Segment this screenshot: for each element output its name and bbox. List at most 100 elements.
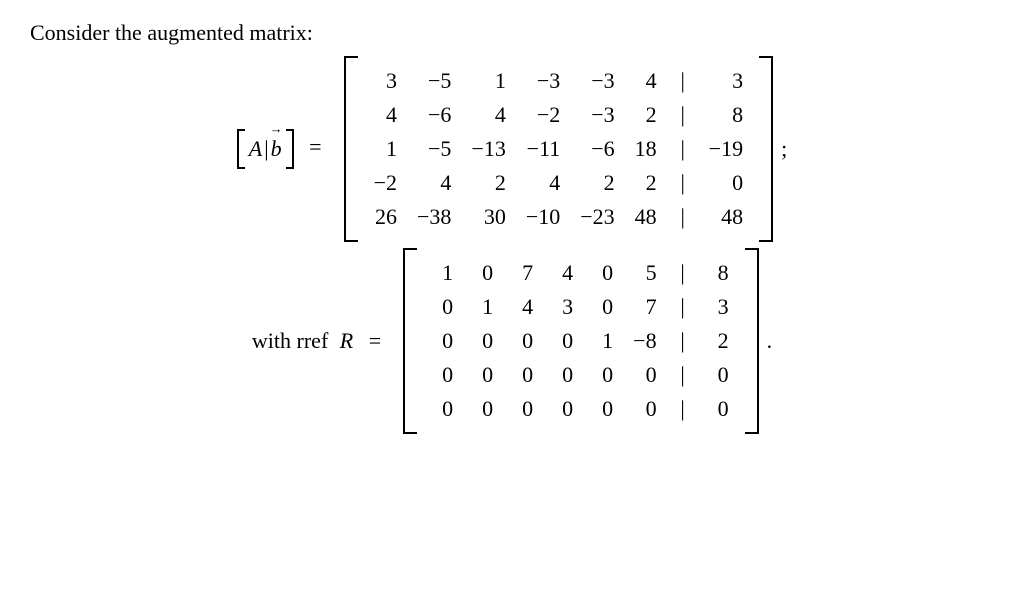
matrix-cell: −10	[516, 200, 570, 234]
matrix-row: 000000|0	[423, 358, 738, 392]
matrix-cell: 2	[625, 98, 667, 132]
matrix-cell: 0	[423, 358, 463, 392]
matrix-cell: 1	[583, 324, 623, 358]
label-b-vector: b	[271, 136, 282, 162]
lhs-rref: with rref R =	[252, 328, 391, 354]
matrix-cell: 7	[503, 256, 543, 290]
matrix-cell: 1	[364, 132, 407, 166]
matrix-cell: 0	[503, 392, 543, 426]
matrix-cell: 0	[699, 358, 739, 392]
matrix-cell: 0	[463, 256, 503, 290]
matrix-2: 107405|8014307|300001−8|2000000|0000000|…	[423, 256, 738, 426]
matrix-cell: 2	[625, 166, 667, 200]
matrix-bar-cell: |	[667, 392, 699, 426]
matrix-bar-cell: |	[667, 64, 699, 98]
matrix-1-bracket-left	[344, 56, 358, 242]
label-A: A	[249, 136, 262, 162]
matrix-cell: −13	[461, 132, 515, 166]
matrix-cell: 4	[503, 290, 543, 324]
matrix-cell: 0	[583, 358, 623, 392]
matrix-cell: 3	[699, 64, 753, 98]
matrix-bar-cell: |	[667, 290, 699, 324]
matrix-cell: 0	[463, 392, 503, 426]
matrix-cell: 0	[623, 358, 666, 392]
matrix-cell: −19	[699, 132, 753, 166]
matrix-cell: −3	[570, 64, 624, 98]
matrix-cell: 3	[364, 64, 407, 98]
matrix-cell: −2	[364, 166, 407, 200]
matrix-cell: −23	[570, 200, 624, 234]
matrix-bar-cell: |	[667, 256, 699, 290]
matrix-row: 3−51−3−34|3	[364, 64, 754, 98]
matrix-cell: 4	[364, 98, 407, 132]
matrix-cell: 0	[623, 392, 666, 426]
matrix-cell: 4	[625, 64, 667, 98]
matrix-row: 014307|3	[423, 290, 738, 324]
matrix-row: 4−64−2−32|8	[364, 98, 754, 132]
matrix-cell: −3	[570, 98, 624, 132]
matrix-cell: 8	[699, 98, 753, 132]
matrix-cell: 2	[570, 166, 624, 200]
matrix-cell: 0	[423, 392, 463, 426]
matrix-cell: 0	[503, 358, 543, 392]
matrix-cell: 4	[543, 256, 583, 290]
small-bracket-wrap: A | b	[237, 129, 294, 169]
matrix-bar-cell: |	[667, 166, 699, 200]
lhs-augmented: A | b =	[237, 129, 332, 169]
intro-text: Consider the augmented matrix:	[30, 20, 994, 46]
matrix-cell: 0	[423, 324, 463, 358]
matrix-bar-cell: |	[667, 324, 699, 358]
matrix-cell: 2	[699, 324, 739, 358]
matrix-bar-cell: |	[667, 132, 699, 166]
small-bracket-content: A | b	[245, 129, 286, 169]
matrix-cell: 0	[503, 324, 543, 358]
matrix-2-wrap: 107405|8014307|300001−8|2000000|0000000|…	[403, 248, 758, 434]
matrix-cell: 4	[461, 98, 515, 132]
matrix-cell: 0	[463, 324, 503, 358]
matrix-cell: −8	[623, 324, 666, 358]
matrix-cell: 0	[543, 392, 583, 426]
matrix-cell: 0	[583, 290, 623, 324]
matrix-cell: 3	[543, 290, 583, 324]
small-bracket-right	[286, 129, 294, 169]
matrix-cell: 30	[461, 200, 515, 234]
matrix-cell: 4	[407, 166, 461, 200]
matrix-bar-cell: |	[667, 200, 699, 234]
matrix-cell: 0	[463, 358, 503, 392]
matrix-row: 26−3830−10−2348|48	[364, 200, 754, 234]
matrix-cell: −11	[516, 132, 570, 166]
matrix-cell: 0	[543, 358, 583, 392]
matrix-cell: 2	[461, 166, 515, 200]
matrix-cell: 48	[699, 200, 753, 234]
matrix-cell: 1	[463, 290, 503, 324]
matrix-cell: −3	[516, 64, 570, 98]
matrix-cell: 0	[423, 290, 463, 324]
matrix-bar-cell: |	[667, 98, 699, 132]
small-bracket-left	[237, 129, 245, 169]
matrix-row: 00001−8|2	[423, 324, 738, 358]
matrix-1-wrap: 3−51−3−34|34−64−2−32|81−5−13−11−618|−19−…	[344, 56, 774, 242]
equation-row-2: with rref R = 107405|8014307|300001−8|20…	[30, 248, 994, 434]
matrix-1: 3−51−3−34|34−64−2−32|81−5−13−11−618|−19−…	[364, 64, 754, 234]
equals-2: =	[369, 328, 381, 353]
matrix-cell: 3	[699, 290, 739, 324]
matrix-cell: 18	[625, 132, 667, 166]
matrix-cell: −6	[407, 98, 461, 132]
matrix-cell: −5	[407, 132, 461, 166]
matrix-cell: −6	[570, 132, 624, 166]
matrix-cell: 7	[623, 290, 666, 324]
matrix-cell: 26	[364, 200, 407, 234]
matrix-cell: 1	[461, 64, 515, 98]
trailing-period: .	[767, 328, 773, 354]
equation-row-1: A | b = 3−51−3−34|34−64−2−32|81−5−13−11−…	[30, 56, 994, 242]
matrix-cell: 8	[699, 256, 739, 290]
matrix-1-bracket-right	[759, 56, 773, 242]
equals-1: =	[309, 134, 321, 159]
matrix-2-bracket-right	[745, 248, 759, 434]
matrix-bar-cell: |	[667, 358, 699, 392]
matrix-cell: −2	[516, 98, 570, 132]
trailing-semicolon: ;	[781, 136, 787, 162]
matrix-cell: 5	[623, 256, 666, 290]
matrix-row: 107405|8	[423, 256, 738, 290]
rref-prefix: with rref	[252, 328, 334, 353]
